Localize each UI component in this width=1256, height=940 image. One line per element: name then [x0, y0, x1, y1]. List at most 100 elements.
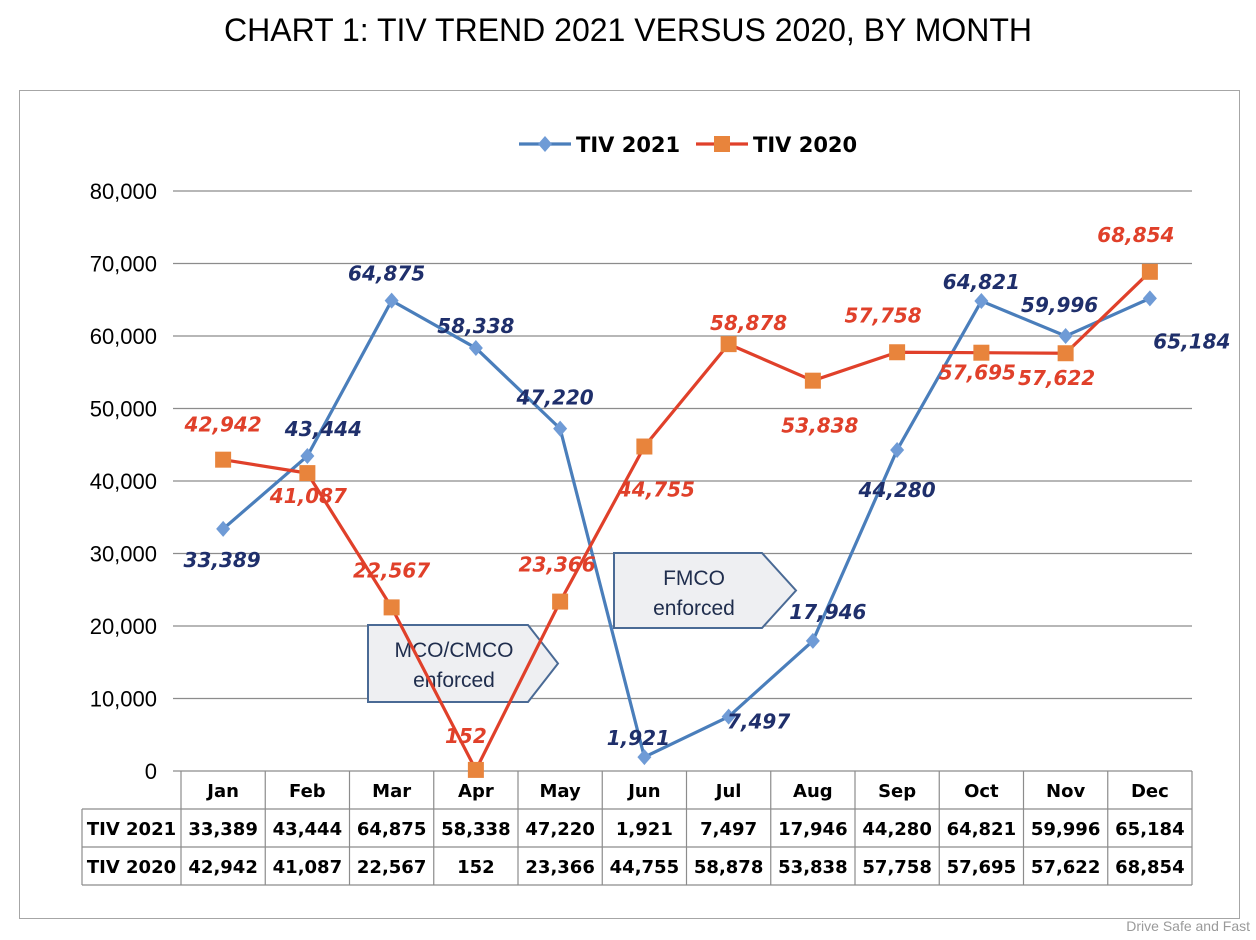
data-label: 59,996: [1021, 293, 1098, 317]
table-cell: 42,942: [188, 857, 257, 878]
legend: TIV 2021 TIV 2020: [519, 133, 857, 157]
data-label: 41,087: [269, 484, 347, 508]
data-point-diamond: [1142, 290, 1157, 307]
x-tick-label: Oct: [964, 781, 999, 802]
data-point-square: [383, 599, 400, 616]
table-cell: 44,755: [610, 857, 679, 878]
table-cell: 47,220: [525, 819, 594, 840]
chart-title: CHART 1: TIV TREND 2021 VERSUS 2020, BY …: [224, 12, 1032, 48]
data-label: 44,280: [858, 478, 936, 502]
data-point-diamond: [384, 292, 399, 309]
data-label: 64,821: [943, 270, 1020, 294]
y-axis: 0 10,000 20,000 30,000 40,000 50,000 60,000 70,…: [90, 179, 157, 784]
data-point-diamond: [890, 441, 905, 458]
series-markers: [215, 263, 1158, 778]
x-tick-label: Dec: [1131, 781, 1169, 802]
y-tick-label: 60,000: [90, 324, 157, 349]
callout-text: MCO/CMCO: [395, 639, 514, 662]
x-tick-label: Jan: [205, 781, 239, 802]
table-cell: 64,875: [357, 819, 426, 840]
chart-frame: [19, 90, 1240, 919]
table-cell: 43,444: [273, 819, 342, 840]
table-cell: 1,921: [616, 819, 673, 840]
data-label: 43,444: [284, 417, 362, 441]
data-label: 42,942: [184, 413, 262, 437]
legend-diamond-marker: [538, 136, 552, 152]
data-point-square: [636, 438, 653, 455]
data-point-square: [215, 451, 232, 468]
data-label: 33,389: [184, 548, 261, 572]
data-point-square: [804, 372, 821, 389]
data-point-square: [889, 344, 906, 361]
data-point-diamond: [1058, 328, 1073, 345]
y-tick-label: 30,000: [90, 542, 157, 567]
data-point-diamond: [637, 749, 652, 766]
x-tick-label: Jun: [626, 781, 660, 802]
data-point-diamond: [974, 293, 989, 310]
x-tick-label: Sep: [878, 781, 916, 802]
data-label: 22,567: [353, 558, 430, 582]
data-label: 23,366: [519, 553, 596, 577]
series-line-tiv-2021: [222, 296, 1151, 759]
y-tick-label: 10,000: [90, 687, 157, 712]
data-label: 47,220: [516, 386, 594, 410]
legend-square-marker: [714, 136, 730, 152]
table-cell: 58,878: [694, 857, 763, 878]
x-tick-label: Nov: [1046, 781, 1085, 802]
data-point-square: [1141, 263, 1158, 280]
data-point-square: [1057, 345, 1074, 362]
table-cell: 17,946: [778, 819, 847, 840]
legend-label: TIV 2020: [753, 133, 857, 157]
callout-text: enforced: [653, 597, 735, 620]
data-point-square: [299, 465, 316, 482]
data-point-diamond: [300, 448, 315, 465]
table-cell: 41,087: [273, 857, 342, 878]
data-point-diamond: [805, 632, 820, 649]
table-cell: 65,184: [1115, 819, 1184, 840]
data-label: 58,878: [710, 311, 787, 335]
table-cell: 23,366: [525, 857, 594, 878]
y-tick-label: 70,000: [90, 252, 157, 277]
watermark: Drive Safe and Fast: [1126, 918, 1250, 934]
table-cell: 33,389: [188, 819, 257, 840]
legend-label: TIV 2021: [576, 133, 680, 157]
series-line-tiv-2020: [222, 270, 1151, 772]
x-tick-label: Aug: [793, 781, 833, 802]
data-label: 57,622: [1018, 366, 1095, 390]
data-label: 53,838: [781, 414, 858, 438]
data-label: 57,695: [939, 361, 1016, 385]
y-tick-label: 40,000: [90, 469, 157, 494]
table-cell: 44,280: [862, 819, 931, 840]
table-row-header: TIV 2021: [87, 819, 176, 840]
table-cell: 58,338: [441, 819, 510, 840]
x-tick-label: Feb: [289, 781, 326, 802]
data-label: 7,497: [727, 710, 790, 734]
table-cell: 57,695: [947, 857, 1016, 878]
table-cell: 68,854: [1115, 857, 1184, 878]
data-point-square: [552, 593, 569, 610]
x-tick-label: May: [540, 781, 582, 802]
x-tick-label: Apr: [458, 781, 494, 802]
data-point-diamond: [216, 520, 231, 537]
data-point-diamond: [553, 420, 568, 437]
table-cell: 152: [457, 857, 495, 878]
data-table: Jan Feb Mar Apr May Jun Jul Aug Sep Oct Nov Dec TIV …: [81, 771, 1193, 886]
callout-arrow-shape: [367, 624, 560, 703]
data-point-square: [720, 336, 737, 353]
data-point-square: [467, 761, 484, 778]
data-label: 58,338: [437, 314, 514, 338]
table-cell: 57,622: [1031, 857, 1100, 878]
callout-arrow-shape: [613, 552, 798, 629]
data-label: 152: [445, 724, 487, 748]
table-cell: 59,996: [1031, 819, 1100, 840]
table-cell: 57,758: [862, 857, 931, 878]
callout-text: FMCO: [663, 567, 725, 590]
data-label: 65,184: [1153, 329, 1230, 353]
table-cell: 64,821: [947, 819, 1016, 840]
data-point-diamond: [721, 708, 736, 725]
table-cell: 22,567: [357, 857, 426, 878]
data-label: 17,946: [789, 600, 866, 624]
y-tick-label: 0: [145, 759, 157, 784]
y-tick-label: 80,000: [90, 179, 157, 204]
